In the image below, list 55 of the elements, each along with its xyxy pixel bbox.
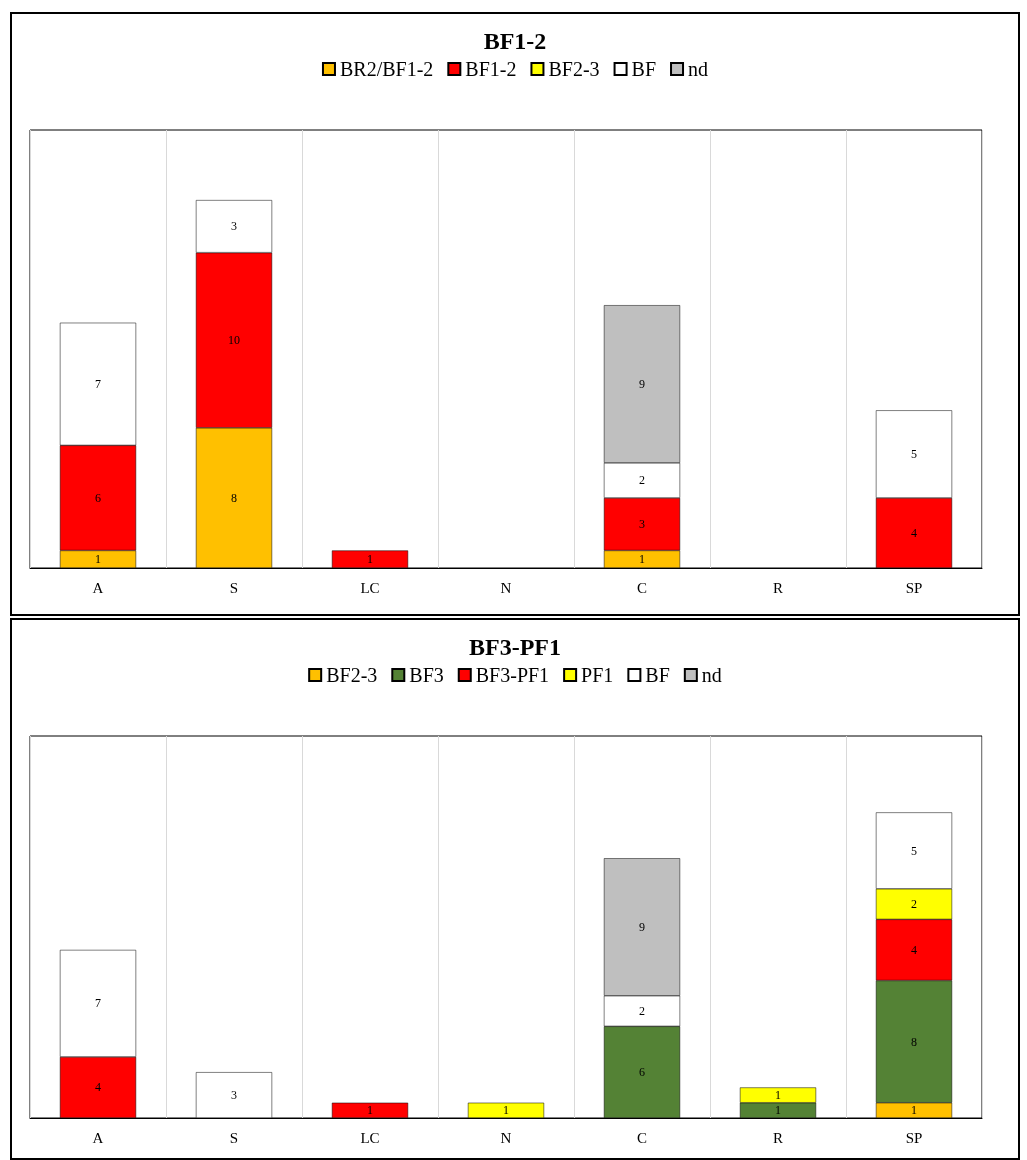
x-tick-label: C (636, 1129, 648, 1146)
data-label: 9 (639, 377, 645, 392)
x-tick-label: SP (905, 1129, 923, 1146)
data-label: 1 (775, 1088, 781, 1103)
chart-title: BF3-PF1 (469, 634, 561, 660)
data-label: 1 (639, 552, 645, 567)
data-label: 8 (911, 1034, 917, 1049)
data-label: 1 (503, 1103, 509, 1118)
data-label: 10 (228, 333, 240, 348)
legend-label: BR2/BF1-2 (339, 58, 434, 80)
chart-title: BF1-2 (483, 28, 547, 54)
x-tick-label: SP (905, 579, 923, 596)
data-label: 1 (367, 552, 373, 567)
data-label: 5 (911, 843, 917, 858)
data-label: 2 (911, 897, 917, 912)
legend-label: BF1-2 (465, 58, 517, 80)
x-tick-label: C (636, 579, 648, 596)
data-label: 7 (95, 377, 101, 392)
data-label: 7 (95, 996, 101, 1011)
x-tick-label: S (229, 579, 239, 596)
x-tick-label: A (92, 579, 104, 596)
x-tick-label: N (500, 1129, 512, 1146)
legend-label: BF (631, 58, 657, 80)
x-tick-label: LC (360, 1129, 380, 1146)
data-label: 3 (231, 219, 237, 234)
x-tick-label: R (772, 579, 784, 596)
legend-label: BF3 (409, 664, 444, 686)
data-label: 1 (367, 1103, 373, 1118)
legend-label: nd (688, 58, 709, 80)
data-label: 4 (95, 1080, 101, 1095)
legend-label: BF3-PF1 (475, 664, 550, 686)
data-label: 6 (639, 1065, 645, 1080)
data-label: 4 (911, 525, 917, 540)
data-label: 3 (639, 517, 645, 532)
data-label: 1 (775, 1103, 781, 1118)
x-tick-label: LC (360, 579, 380, 596)
legend-label: BF (645, 664, 670, 686)
data-label: 1 (95, 552, 101, 567)
legend-label: BF2-3 (548, 58, 600, 80)
data-label: 6 (95, 490, 101, 505)
legend-label: PF1 (581, 664, 614, 686)
legend-label: BF2-3 (326, 664, 378, 686)
data-label: 9 (639, 920, 645, 934)
x-tick-label: N (500, 579, 512, 596)
data-label: 2 (639, 1004, 645, 1019)
x-tick-label: S (229, 1129, 239, 1146)
data-label: 8 (231, 490, 237, 505)
x-tick-label: A (92, 1129, 104, 1146)
data-label: 5 (911, 447, 917, 462)
data-label: 2 (639, 473, 645, 488)
data-label: 3 (231, 1088, 237, 1103)
data-label: 4 (911, 942, 917, 957)
legend-label: nd (701, 664, 722, 686)
data-label: 1 (911, 1103, 917, 1118)
x-tick-label: R (772, 1129, 784, 1146)
